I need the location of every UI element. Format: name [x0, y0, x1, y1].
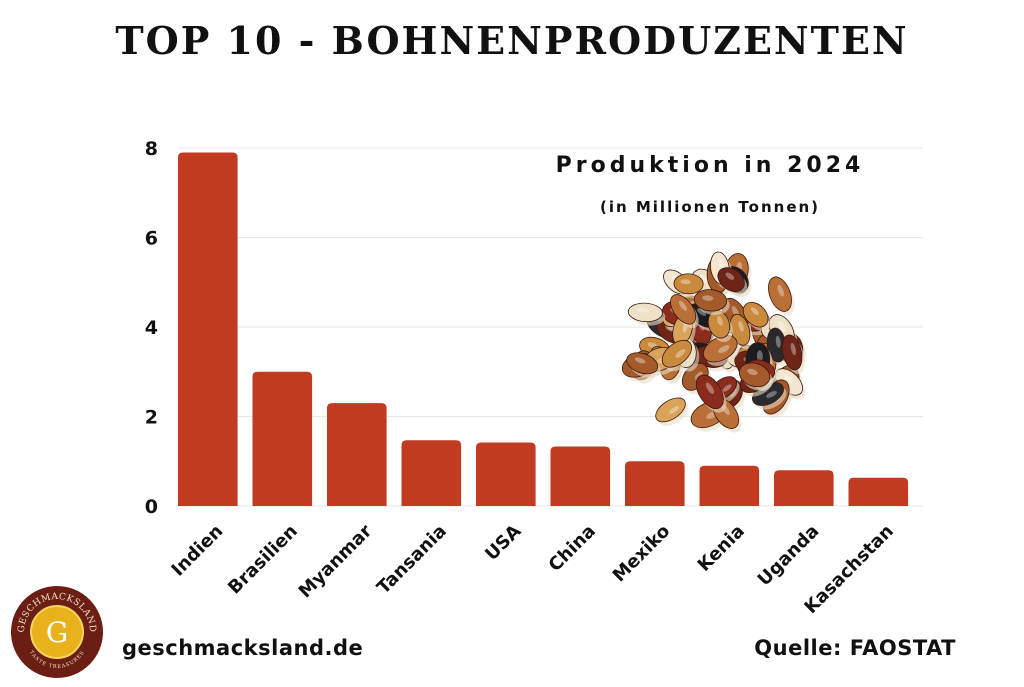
bean [673, 273, 704, 295]
bean [768, 276, 792, 312]
bean-highlight [756, 350, 763, 362]
y-tick-label: 2 [145, 407, 158, 429]
bean-highlight [778, 321, 786, 332]
footer-site[interactable]: geschmacksland.de [122, 636, 364, 660]
y-tick-label: 6 [145, 228, 158, 250]
bean-highlight [717, 316, 723, 326]
bean [626, 352, 659, 375]
beans-icon [621, 251, 806, 433]
bean-highlight [675, 349, 686, 358]
y-tick-label: 0 [145, 496, 158, 518]
chart-subtitle: Produktion in 2024 [555, 153, 865, 178]
bean-highlight [747, 368, 758, 376]
bar [252, 371, 313, 506]
bar [476, 442, 536, 506]
bean-highlight [766, 390, 777, 398]
bean [655, 397, 686, 423]
bar [327, 403, 387, 506]
bean-highlight [678, 300, 687, 311]
bean-highlight [750, 307, 759, 316]
bean [670, 294, 697, 325]
bean-highlight [636, 307, 649, 313]
bean [742, 301, 769, 328]
x-tick-label: Mexiko [609, 521, 675, 587]
x-tick-label: Indien [168, 521, 228, 581]
y-tick-label: 8 [145, 138, 158, 160]
bean-highlight [680, 279, 691, 285]
x-tick-label: Brasilien [224, 521, 302, 599]
bean-highlight [719, 259, 724, 271]
bean [661, 339, 693, 368]
bean [627, 302, 663, 323]
logo-letter: G [46, 616, 68, 649]
footer-source: Quelle: FAOSTAT [754, 636, 956, 660]
bar [550, 446, 611, 506]
bean [693, 289, 728, 312]
x-tick-label: Myanmar [295, 521, 377, 603]
bean-highlight [783, 374, 793, 383]
bean-highlight [702, 295, 714, 301]
bean-highlight [718, 345, 730, 354]
x-tick-label: USA [481, 521, 525, 565]
y-tick-label: 4 [145, 317, 158, 339]
bar [848, 477, 909, 506]
chart-unit-label: (in Millionen Tonnen) [599, 198, 821, 216]
bar [178, 152, 238, 506]
bean-highlight [722, 384, 732, 392]
bean [695, 374, 724, 410]
bean-highlight [738, 320, 744, 332]
bean-highlight [775, 335, 781, 348]
bean-highlight [705, 382, 715, 394]
x-tick-label: Uganda [754, 521, 824, 591]
bar [699, 465, 760, 506]
x-tick-label: China [545, 521, 600, 576]
bean-highlight [694, 371, 703, 381]
bean [717, 267, 745, 292]
bar [401, 440, 462, 506]
geschmacksland-logo: G GESCHMACKSLAND TASTE TREASURES [10, 585, 104, 679]
page-title: TOP 10 - BOHNENPRODUZENTEN [115, 18, 909, 63]
bean-highlight [777, 284, 785, 297]
bar [625, 461, 685, 506]
x-tick-label: Kenia [694, 521, 749, 576]
bean-highlight [669, 406, 680, 414]
bean-highlight [634, 357, 646, 364]
bean-highlight [725, 272, 735, 280]
x-tick-label: Tansania [373, 521, 451, 599]
bean [781, 334, 803, 371]
bean [702, 335, 738, 363]
bar [774, 470, 834, 506]
bean-highlight [790, 342, 796, 356]
bean [738, 362, 771, 388]
bean-highlight [696, 308, 707, 316]
